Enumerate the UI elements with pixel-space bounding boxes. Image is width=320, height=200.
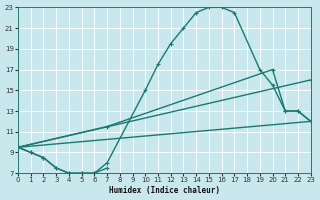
X-axis label: Humidex (Indice chaleur): Humidex (Indice chaleur) <box>109 186 220 195</box>
